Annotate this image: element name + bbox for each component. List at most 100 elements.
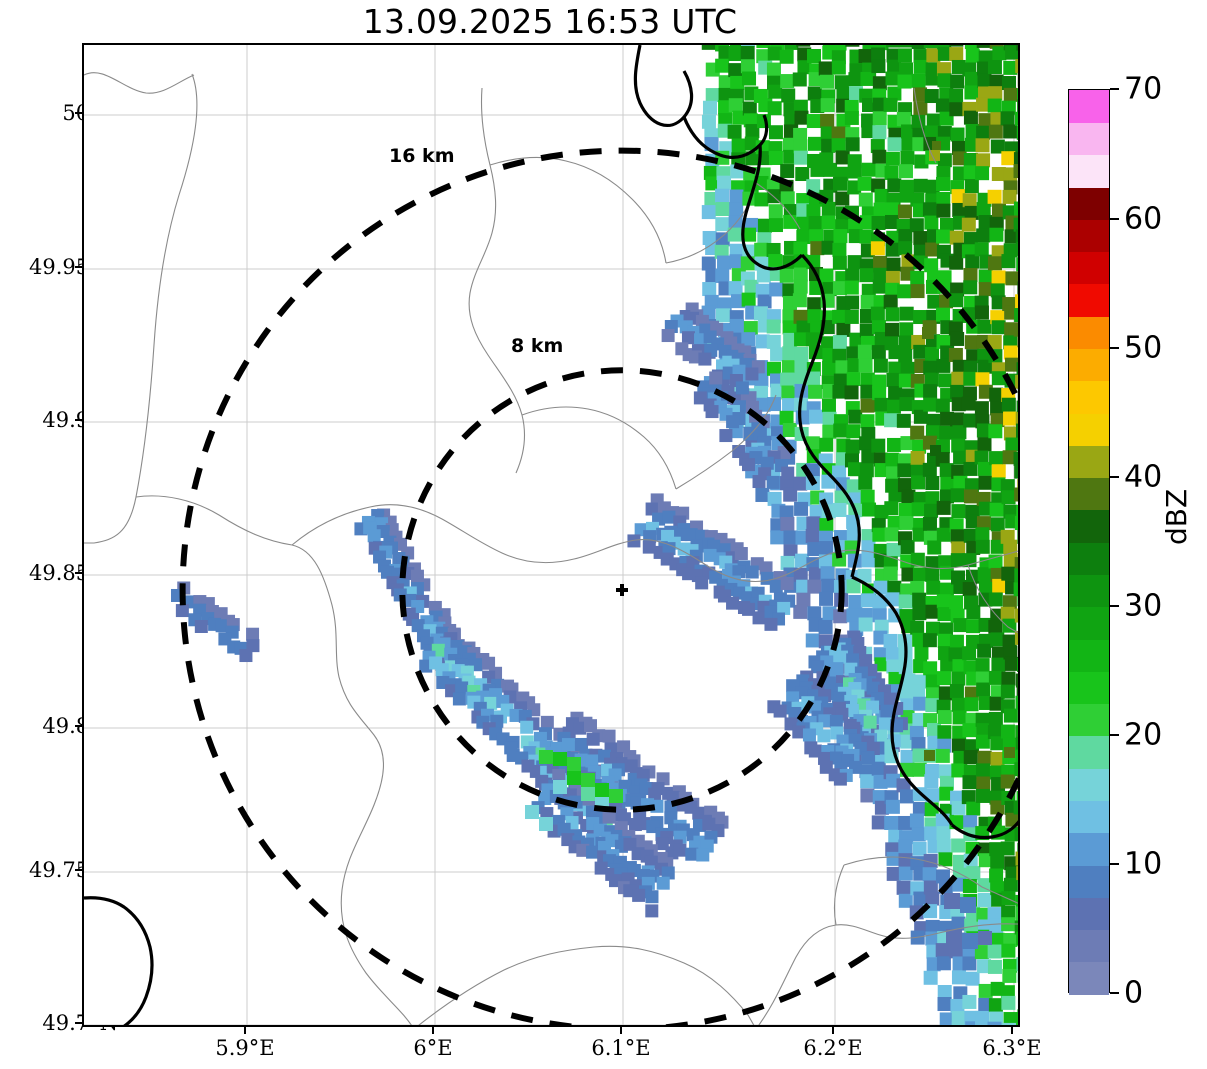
colorbar-segment <box>1069 380 1109 414</box>
radar-pixel <box>845 439 860 454</box>
radar-pixel <box>966 866 981 881</box>
radar-pixel <box>952 151 967 166</box>
radar-pixel <box>949 518 964 533</box>
radar-pixel <box>885 307 900 322</box>
radar-pixel <box>911 73 926 88</box>
radar-pixel <box>779 410 794 425</box>
radar-pixel <box>714 244 729 259</box>
radar-pixel <box>951 438 966 453</box>
radar-pixel <box>975 671 990 686</box>
radar-pixel <box>874 397 889 412</box>
radar-pixel <box>965 254 980 269</box>
radar-pixel <box>794 110 809 125</box>
radar-pixel <box>925 346 940 361</box>
national-borders <box>84 45 1018 1025</box>
radar-pixel <box>930 445 941 456</box>
colorbar-segment <box>1069 348 1109 382</box>
radar-pixel <box>988 670 1003 685</box>
colorbar[interactable] <box>1068 89 1110 995</box>
radar-pixel <box>949 45 964 47</box>
radar-pixel <box>807 309 822 324</box>
radar-pixel <box>898 335 913 350</box>
radar-pixel <box>951 800 966 815</box>
radar-pixel <box>926 580 941 595</box>
radar-plot-area[interactable]: 16 km 8 km <box>82 43 1020 1027</box>
radar-pixel <box>792 293 807 308</box>
radar-pixel <box>951 1011 966 1025</box>
radar-pixel <box>793 267 808 282</box>
radar-pixel <box>925 621 940 636</box>
radar-pixel <box>990 139 1005 154</box>
radar-pixel <box>913 49 928 64</box>
radar-pixel <box>896 880 911 895</box>
radar-pixel <box>987 1021 1002 1025</box>
radar-pixel <box>1005 271 1018 286</box>
radar-pixel <box>989 227 1004 242</box>
radar-pixel <box>913 891 928 906</box>
radar-pixel <box>1015 906 1018 921</box>
colorbar-segment <box>1069 283 1109 317</box>
radar-pixel <box>963 152 978 167</box>
radar-pixel <box>808 216 823 231</box>
radar-pixel <box>809 229 824 244</box>
radar-pixel <box>728 98 743 113</box>
radar-pixel <box>987 959 1002 974</box>
radar-pixel <box>883 566 898 581</box>
radar-pixel <box>883 97 898 112</box>
radar-pixel <box>939 425 954 440</box>
radar-pixel <box>810 241 825 256</box>
radar-pixel <box>874 657 889 672</box>
radar-pixel <box>884 816 899 831</box>
radar-pixel <box>452 692 466 706</box>
radar-pixel <box>745 565 759 579</box>
radar-pixel <box>938 764 953 779</box>
radar-pixel <box>1003 933 1018 948</box>
radar-pixel <box>939 489 954 504</box>
radar-pixel <box>779 505 794 520</box>
radar-pixel <box>885 270 900 285</box>
radar-pixel <box>779 49 794 64</box>
radar-pixel <box>821 578 836 593</box>
radar-pixel <box>782 309 797 324</box>
radar-pixel <box>768 125 783 140</box>
radar-pixel <box>938 555 953 570</box>
radar-pixel <box>897 204 912 219</box>
radar-pixel <box>1015 229 1018 244</box>
radar-pixel <box>793 476 808 491</box>
colorbar-tick-label: 10 <box>1124 846 1163 882</box>
radar-pixel <box>900 150 915 165</box>
radar-pixel <box>645 502 659 516</box>
radar-pixel <box>682 567 696 581</box>
radar-pixel <box>1001 490 1016 505</box>
radar-pixel <box>766 475 780 489</box>
radar-pixel <box>962 933 978 949</box>
radar-pixel <box>1016 866 1018 881</box>
radar-pixel <box>783 530 798 545</box>
radar-pixel <box>975 539 990 554</box>
radar-pixel <box>757 218 772 233</box>
radar-pixel <box>900 540 915 555</box>
radar-pixel <box>845 703 859 717</box>
radar-pixel <box>871 47 886 62</box>
colorbar-segment <box>1069 542 1109 575</box>
radar-pixel <box>760 456 774 470</box>
colorbar-segment <box>1069 606 1109 640</box>
radar-pixel <box>818 61 833 76</box>
radar-pixel <box>784 45 799 50</box>
radar-pixel <box>860 71 875 86</box>
radar-pixel <box>1003 645 1018 660</box>
radar-pixel <box>844 110 859 125</box>
radar-pixel <box>885 322 900 337</box>
radar-pixel <box>609 789 623 803</box>
radar-pixel <box>963 461 978 476</box>
range-ring-label-16km: 16 km <box>389 145 455 167</box>
radar-pixel <box>796 320 811 335</box>
radar-pixel <box>939 463 954 478</box>
radar-pixel <box>871 438 886 453</box>
radar-pixel <box>863 715 877 729</box>
radar-pixel <box>553 752 567 766</box>
radar-pixel <box>1003 243 1018 258</box>
radar-pixel <box>936 62 951 77</box>
radar-pixel <box>806 204 821 219</box>
radar-pixel <box>1005 866 1018 881</box>
